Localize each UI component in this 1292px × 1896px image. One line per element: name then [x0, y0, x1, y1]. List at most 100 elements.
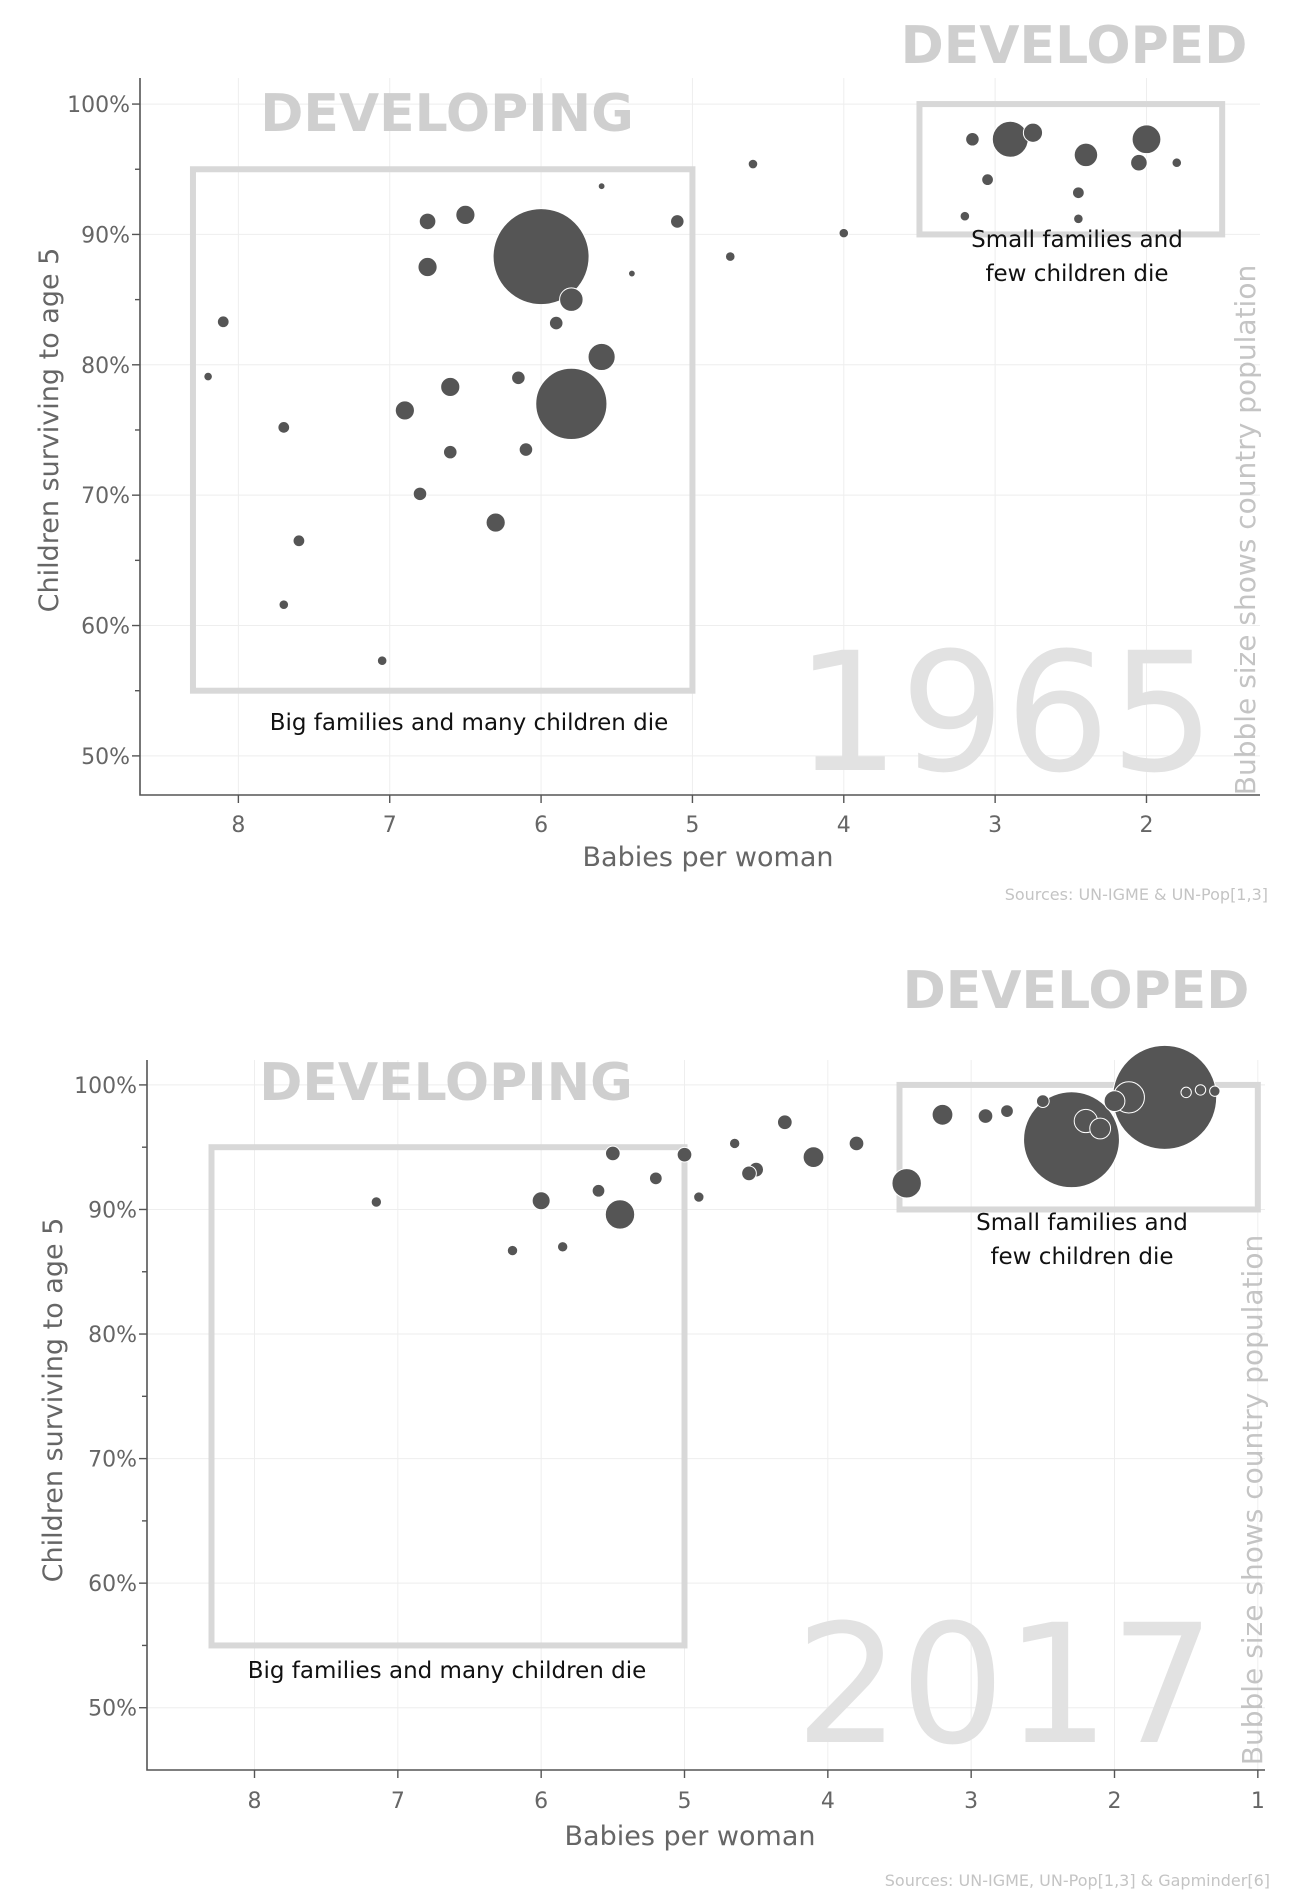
- country-bubble: [741, 1165, 757, 1182]
- y-tick-label: 60%: [88, 1572, 137, 1597]
- developed-note-line2: few children die: [990, 1244, 1173, 1270]
- country-bubble: [548, 315, 564, 331]
- country-bubble: [292, 534, 306, 548]
- country-bubble: [981, 173, 994, 187]
- country-bubble: [1073, 142, 1099, 168]
- x-tick-label: 8: [231, 813, 245, 838]
- developed-label: DEVELOPED: [903, 961, 1250, 1021]
- country-bubble: [848, 1135, 865, 1152]
- x-tick-label: 7: [391, 1789, 405, 1814]
- country-bubble: [506, 1244, 519, 1257]
- country-bubble: [838, 227, 850, 239]
- country-bubble: [627, 269, 636, 278]
- country-bubble: [511, 370, 526, 386]
- country-bubble: [1035, 1094, 1050, 1108]
- y-axis-label: Children surviving to age 5: [34, 248, 65, 613]
- developed-note-line2: few children die: [985, 261, 1168, 287]
- country-bubble: [802, 1146, 825, 1169]
- country-bubble: [417, 256, 438, 278]
- country-bubble: [693, 1191, 705, 1203]
- country-bubble: [676, 1146, 693, 1163]
- country-bubble: [1022, 122, 1044, 143]
- x-tick-label: 8: [248, 1789, 262, 1814]
- x-tick-label: 3: [988, 813, 1002, 838]
- country-bubble: [1073, 213, 1084, 225]
- x-tick-label: 1: [1251, 1789, 1265, 1814]
- year-label: 1965: [795, 617, 1215, 809]
- country-bubble: [648, 1171, 663, 1186]
- country-bubble: [1209, 1085, 1221, 1097]
- country-bubble: [492, 208, 590, 306]
- country-bubble: [1103, 1090, 1126, 1113]
- y-tick-label: 80%: [81, 354, 130, 379]
- developed-note-line1: Small families and: [976, 1210, 1188, 1236]
- y-tick-label: 60%: [81, 615, 130, 640]
- country-bubble: [559, 287, 584, 312]
- developing-label: DEVELOPING: [259, 1053, 633, 1113]
- y-tick-label: 50%: [81, 745, 130, 770]
- country-bubble: [455, 204, 476, 225]
- axis-lines: [139, 78, 1260, 796]
- country-bubble: [724, 251, 736, 262]
- country-bubble: [604, 1199, 636, 1230]
- sources-note: Sources: UN-IGME, UN-Pop[1,3] & Gapminde…: [885, 1871, 1270, 1890]
- axis-lines: [146, 1060, 1265, 1771]
- y-axis-label: Children surviving to age 5: [38, 1218, 69, 1583]
- country-bubble: [518, 442, 534, 457]
- bubble-size-note: Bubble size shows country population: [1229, 265, 1262, 795]
- x-tick-label: 2: [1108, 1789, 1122, 1814]
- developing-label: DEVELOPING: [260, 84, 634, 144]
- country-bubble: [394, 400, 415, 421]
- country-bubble: [965, 131, 980, 147]
- country-bubble: [587, 342, 616, 372]
- country-bubble: [203, 371, 213, 382]
- country-bubble: [418, 212, 437, 231]
- country-bubble: [1130, 153, 1148, 172]
- y-tick-label: 100%: [67, 93, 130, 118]
- y-tick-label: 100%: [74, 1074, 137, 1099]
- y-tick-label: 80%: [88, 1323, 137, 1348]
- country-bubble: [412, 486, 428, 502]
- x-tick-label: 4: [821, 1789, 835, 1814]
- country-bubble: [931, 1103, 954, 1126]
- country-bubble: [277, 420, 291, 434]
- x-tick-label: 5: [685, 813, 699, 838]
- country-bubble: [485, 512, 506, 533]
- country-bubble: [440, 376, 461, 398]
- developing-zone: [208, 1144, 688, 1649]
- country-bubble: [1194, 1084, 1207, 1096]
- country-bubble: [1089, 1117, 1112, 1140]
- chart-1965: 1965 DEVELOPING DEVELOPED Big families a…: [34, 16, 1268, 904]
- country-bubble: [597, 182, 606, 191]
- developing-note: Big families and many children die: [248, 1658, 647, 1684]
- y-tick-label: 70%: [88, 1448, 137, 1473]
- country-bubble: [1000, 1104, 1014, 1118]
- country-bubble: [1171, 157, 1183, 169]
- developed-zone: [916, 101, 1226, 238]
- country-bubble: [670, 214, 685, 229]
- country-bubble: [604, 1145, 621, 1162]
- country-bubble: [728, 1137, 741, 1150]
- y-tick-label: 70%: [81, 484, 130, 509]
- country-bubble: [1131, 124, 1162, 155]
- country-bubble: [1180, 1086, 1192, 1099]
- country-bubble: [216, 315, 230, 329]
- developing-zone: [189, 166, 696, 694]
- x-tick-label: 4: [837, 813, 851, 838]
- country-bubble: [376, 655, 388, 667]
- x-tick-label: 6: [534, 813, 548, 838]
- country-bubble: [747, 158, 759, 170]
- x-tick-label: 2: [1139, 813, 1153, 838]
- x-axis-label: Babies per woman: [565, 1821, 816, 1852]
- country-bubble: [370, 1196, 383, 1208]
- year-label: 2017: [795, 1589, 1215, 1781]
- country-bubble: [591, 1183, 606, 1198]
- x-tick-label: 7: [383, 813, 397, 838]
- country-bubble: [531, 1191, 551, 1211]
- country-bubble: [959, 210, 971, 222]
- country-bubble: [776, 1114, 793, 1131]
- y-tick-label: 90%: [81, 223, 130, 248]
- developed-note-line1: Small families and: [971, 227, 1183, 253]
- developed-zone: [896, 1081, 1261, 1213]
